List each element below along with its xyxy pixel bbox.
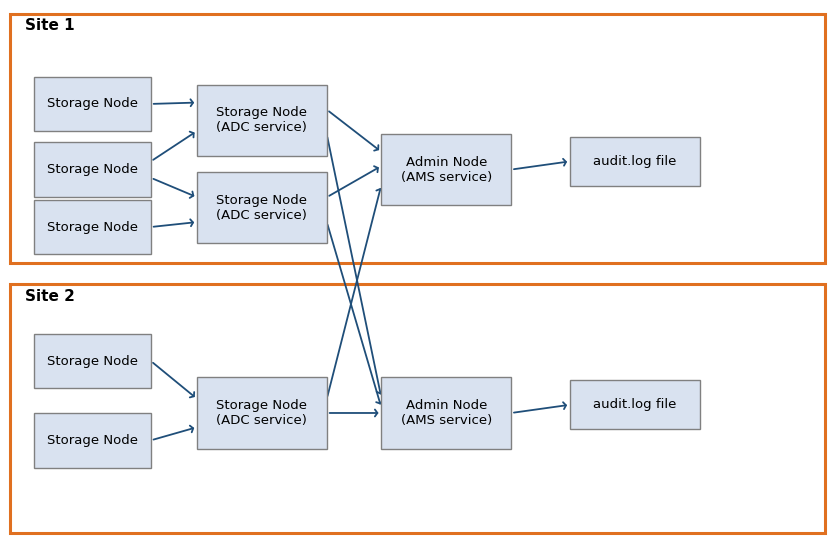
Text: Storage Node
(ADC service): Storage Node (ADC service) <box>216 194 308 222</box>
FancyBboxPatch shape <box>570 380 700 429</box>
Text: Admin Node
(AMS service): Admin Node (AMS service) <box>401 155 492 184</box>
FancyBboxPatch shape <box>34 200 151 254</box>
FancyBboxPatch shape <box>34 413 151 468</box>
FancyBboxPatch shape <box>197 377 327 449</box>
FancyBboxPatch shape <box>34 77 151 131</box>
Text: Storage Node: Storage Node <box>47 434 137 447</box>
Text: Site 1: Site 1 <box>25 18 75 33</box>
FancyBboxPatch shape <box>570 137 700 186</box>
Text: Admin Node
(AMS service): Admin Node (AMS service) <box>401 399 492 427</box>
FancyBboxPatch shape <box>381 377 511 449</box>
FancyBboxPatch shape <box>34 334 151 388</box>
Text: Storage Node
(ADC service): Storage Node (ADC service) <box>216 399 308 427</box>
Text: Site 2: Site 2 <box>25 289 75 304</box>
Text: Storage Node: Storage Node <box>47 97 137 110</box>
Text: audit.log file: audit.log file <box>593 155 676 168</box>
Text: Storage Node: Storage Node <box>47 354 137 368</box>
Text: Storage Node: Storage Node <box>47 163 137 176</box>
Text: Storage Node
(ADC service): Storage Node (ADC service) <box>216 106 308 135</box>
Text: audit.log file: audit.log file <box>593 398 676 411</box>
FancyBboxPatch shape <box>34 142 151 197</box>
FancyBboxPatch shape <box>381 134 511 205</box>
FancyBboxPatch shape <box>197 172 327 243</box>
Text: Storage Node: Storage Node <box>47 220 137 234</box>
FancyBboxPatch shape <box>197 85 327 156</box>
